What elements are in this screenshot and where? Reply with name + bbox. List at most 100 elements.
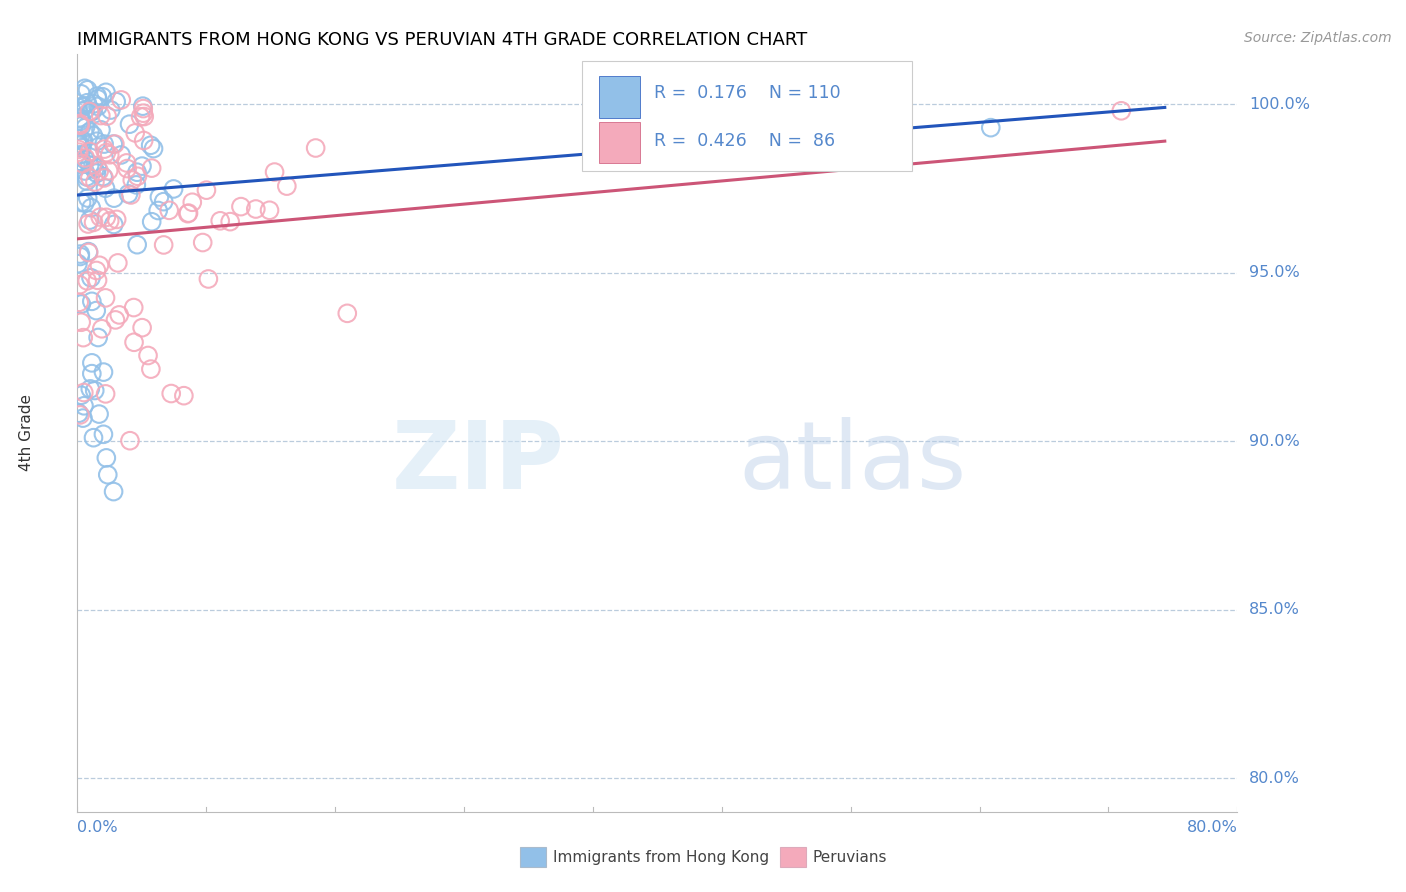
Point: [70, 141, 93, 155]
Point: [72, 135, 94, 149]
Text: IMMIGRANTS FROM HONG KONG VS PERUVIAN 4TH GRADE CORRELATION CHART: IMMIGRANTS FROM HONG KONG VS PERUVIAN 4T…: [77, 31, 807, 49]
Point: [80, 270, 103, 285]
Point: [86, 263, 108, 277]
Point: [82, 158, 104, 172]
Point: [72, 331, 94, 345]
Point: [89, 258, 111, 272]
Point: [70, 87, 93, 101]
Point: [79, 125, 101, 139]
Point: [67, 136, 90, 151]
Point: [89, 210, 111, 224]
Text: 90.0%: 90.0%: [1249, 434, 1299, 449]
Point: [139, 138, 162, 153]
Point: [93, 136, 115, 151]
Text: 0.0%: 0.0%: [77, 820, 118, 835]
Point: [110, 93, 132, 107]
Point: [70, 388, 93, 402]
Point: [120, 188, 142, 202]
Point: [117, 186, 139, 201]
Point: [86, 273, 108, 287]
Point: [66, 132, 89, 146]
Point: [73, 81, 96, 95]
Point: [162, 182, 184, 196]
Point: [69, 250, 91, 264]
Point: [245, 202, 267, 216]
Point: [131, 159, 153, 173]
Point: [94, 291, 117, 305]
Point: [132, 133, 155, 147]
Point: [87, 330, 110, 344]
Point: [93, 170, 115, 185]
Point: [98, 147, 121, 161]
Point: [177, 207, 200, 221]
Text: Source: ZipAtlas.com: Source: ZipAtlas.com: [1244, 31, 1392, 45]
Point: [86, 166, 108, 180]
Point: [1111, 103, 1133, 118]
Point: [157, 203, 180, 218]
Point: [97, 163, 120, 178]
Point: [83, 215, 105, 229]
Point: [118, 117, 141, 131]
Point: [89, 164, 111, 178]
Bar: [582, 62, 912, 171]
Point: [191, 235, 214, 250]
Point: [83, 431, 105, 445]
Point: [863, 103, 886, 118]
Point: [125, 165, 148, 179]
Point: [72, 156, 94, 170]
Point: [73, 164, 96, 178]
Point: [76, 169, 98, 184]
Point: [73, 399, 96, 413]
Point: [69, 111, 91, 125]
Point: [73, 134, 96, 148]
Point: [69, 408, 91, 422]
Point: [132, 102, 155, 116]
Point: [67, 138, 90, 153]
Point: [87, 407, 110, 421]
Point: [69, 117, 91, 131]
Point: [124, 126, 146, 140]
Point: [76, 174, 98, 188]
Point: [69, 118, 91, 132]
Point: [259, 203, 281, 218]
Point: [209, 214, 232, 228]
Point: [100, 103, 122, 117]
Point: [80, 356, 103, 370]
Point: [305, 141, 328, 155]
Point: [86, 92, 108, 106]
Point: [86, 89, 108, 103]
Point: [103, 484, 125, 499]
Point: [91, 169, 114, 184]
Point: [104, 313, 127, 327]
Point: [131, 320, 153, 334]
Point: [139, 362, 162, 376]
Point: [79, 170, 101, 185]
Point: [70, 112, 93, 126]
Point: [79, 213, 101, 227]
Point: [69, 247, 91, 261]
Text: R =  0.176    N = 110: R = 0.176 N = 110: [654, 84, 841, 102]
Point: [103, 137, 125, 152]
Point: [83, 96, 105, 111]
Point: [73, 99, 96, 113]
Point: [77, 244, 100, 259]
Point: [79, 158, 101, 172]
Point: [69, 154, 91, 169]
Point: [195, 183, 218, 197]
Point: [98, 214, 121, 228]
Point: [276, 179, 298, 194]
Text: 85.0%: 85.0%: [1249, 602, 1299, 617]
Point: [80, 367, 103, 381]
Point: [76, 191, 98, 205]
Point: [77, 217, 100, 231]
Point: [93, 142, 115, 156]
Point: [83, 162, 105, 177]
Point: [76, 95, 98, 110]
Point: [152, 194, 174, 209]
Point: [76, 274, 98, 288]
Text: R =  0.426    N =  86: R = 0.426 N = 86: [654, 132, 835, 150]
Text: 80.0%: 80.0%: [1249, 771, 1299, 786]
Point: [90, 322, 112, 336]
Point: [67, 406, 90, 420]
Point: [79, 145, 101, 159]
